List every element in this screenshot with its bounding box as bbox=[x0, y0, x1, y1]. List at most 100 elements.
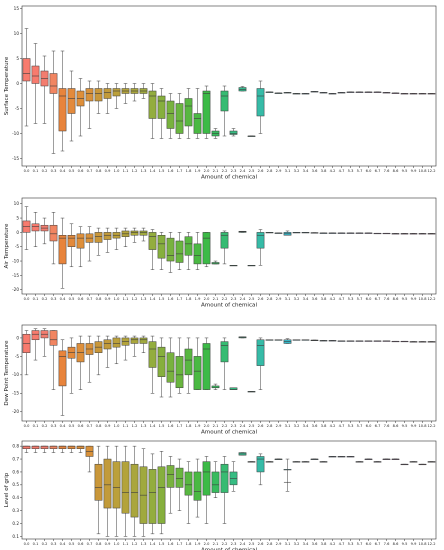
x-tick-label: 5.7 bbox=[357, 424, 363, 428]
plot-frame bbox=[21, 440, 437, 540]
x-tick-label: 5.7 bbox=[357, 297, 363, 301]
x-tick-label: 4.2 bbox=[330, 542, 336, 546]
box-1.7 bbox=[175, 467, 184, 488]
x-tick-label: 0.4 bbox=[60, 542, 66, 546]
x-tick-label: 3.1 bbox=[285, 424, 291, 428]
y-tick-label: 0.5 bbox=[12, 482, 19, 487]
y-tick-label: 0.2 bbox=[12, 521, 19, 526]
x-tick-label: 1.9 bbox=[195, 169, 201, 173]
x-tick-label: 2.8 bbox=[267, 169, 273, 173]
box-0.7 bbox=[85, 88, 94, 102]
x-tick-label: 4.7 bbox=[339, 542, 345, 546]
x-tick-label: 0.2 bbox=[42, 542, 48, 546]
x-tick-label: 0.5 bbox=[69, 424, 75, 428]
x-tick-label: 2.3 bbox=[231, 542, 237, 546]
box-0.1 bbox=[31, 65, 40, 84]
y-tick-label: 10 bbox=[14, 31, 20, 36]
box-1.9 bbox=[193, 471, 202, 501]
x-tick-label: 1.4 bbox=[150, 542, 156, 546]
x-tick-label: 3.4 bbox=[303, 542, 309, 546]
x-tick-label: 1.3 bbox=[141, 169, 147, 173]
x-tick-label: 1.9 bbox=[195, 297, 201, 301]
box-1.6 bbox=[166, 237, 175, 262]
y-tick-label: -20 bbox=[12, 287, 19, 292]
box-2.2 bbox=[220, 341, 229, 363]
y-tick-label: 0.6 bbox=[12, 469, 19, 474]
x-tick-label: 0.6 bbox=[78, 169, 84, 173]
plot-frame bbox=[21, 197, 437, 295]
x-tick-label: 6.7 bbox=[375, 297, 381, 301]
x-tick-label: 1.9 bbox=[195, 424, 201, 428]
x-tick-label: 1.2 bbox=[132, 297, 138, 301]
x-tick-label: 1.7 bbox=[177, 297, 183, 301]
x-tick-label: 7.6 bbox=[384, 424, 390, 428]
x-tick-label: 4.7 bbox=[339, 297, 345, 301]
y-axis-label: Level of grip bbox=[4, 472, 10, 507]
y-tick-label: -5 bbox=[15, 354, 20, 359]
x-tick-label: 1.2 bbox=[132, 542, 138, 546]
x-tick-label: 1.1 bbox=[123, 169, 129, 173]
x-tick-label: 2.8 bbox=[267, 297, 273, 301]
x-tick-label: 1.5 bbox=[159, 424, 165, 428]
x-tick-label: 6.7 bbox=[375, 424, 381, 428]
x-tick-label: 10.8 bbox=[418, 424, 427, 428]
x-tick-label: 0.8 bbox=[96, 424, 102, 428]
x-tick-label: 8.6 bbox=[393, 424, 399, 428]
x-tick-label: 3.4 bbox=[303, 169, 309, 173]
x-tick-label: 1.4 bbox=[150, 169, 156, 173]
x-tick-label: 1.6 bbox=[168, 297, 174, 301]
x-tick-label: 2.5 bbox=[249, 424, 255, 428]
x-tick-label: 2.0 bbox=[204, 542, 210, 546]
x-tick-label: 0.0 bbox=[24, 542, 30, 546]
y-tick-label: 15 bbox=[14, 6, 20, 11]
x-tick-label: 4.2 bbox=[330, 424, 336, 428]
box-2.2 bbox=[220, 463, 229, 493]
box-2.0 bbox=[202, 90, 211, 134]
box-1.7 bbox=[175, 240, 184, 263]
x-tick-label: 1.5 bbox=[159, 297, 165, 301]
box-0.1 bbox=[31, 445, 40, 449]
chart-panel-2: 0 -5 -10 -15 -20 0.0 0.1 0.2 0.3 0.4 0.5 0.6 0.7 0.8 0… bbox=[4, 324, 437, 436]
box-0.1 bbox=[31, 330, 40, 341]
x-tick-label: 5.7 bbox=[357, 542, 363, 546]
box-0.4 bbox=[58, 445, 67, 449]
y-tick-label: -10 bbox=[12, 258, 19, 263]
x-tick-label: 7.6 bbox=[384, 169, 390, 173]
x-tick-label: 3.2 bbox=[294, 169, 300, 173]
x-tick-label: 10.8 bbox=[418, 169, 427, 173]
y-tick-label: 0.8 bbox=[12, 444, 19, 449]
x-tick-label: 10.8 bbox=[418, 542, 427, 546]
y-tick-label: -15 bbox=[12, 273, 19, 278]
x-tick-label: 2.2 bbox=[222, 297, 228, 301]
box-0.3 bbox=[49, 445, 58, 449]
y-tick-label: 0 bbox=[16, 230, 19, 235]
y-tick-label: -15 bbox=[12, 391, 19, 396]
x-tick-label: 0.5 bbox=[69, 169, 75, 173]
box-0.8 bbox=[94, 232, 103, 243]
box-2.0 bbox=[202, 461, 211, 496]
x-tick-label: 2.2 bbox=[222, 169, 228, 173]
x-tick-label: 1.6 bbox=[168, 169, 174, 173]
x-tick-label: 2.9 bbox=[276, 542, 282, 546]
box-1.0 bbox=[112, 88, 121, 97]
x-tick-label: 0.6 bbox=[78, 542, 84, 546]
x-tick-label: 1.3 bbox=[141, 424, 147, 428]
x-tick-label: 12.2 bbox=[427, 297, 435, 301]
box-1.4 bbox=[148, 90, 157, 119]
box-1.3 bbox=[139, 337, 148, 344]
x-tick-label: 1.1 bbox=[123, 297, 129, 301]
y-tick-label: 5 bbox=[16, 56, 19, 61]
box-1.0 bbox=[112, 337, 121, 348]
box-1.9 bbox=[193, 243, 202, 265]
x-tick-label: 2.9 bbox=[276, 297, 282, 301]
x-tick-label: 6.0 bbox=[366, 169, 372, 173]
x-tick-label: 3.6 bbox=[312, 297, 318, 301]
x-tick-label: 2.9 bbox=[276, 424, 282, 428]
x-tick-label: 5.3 bbox=[348, 424, 354, 428]
x-tick-label: 1.4 bbox=[150, 424, 156, 428]
x-tick-label: 3.8 bbox=[321, 297, 327, 301]
x-tick-label: 0.4 bbox=[60, 424, 66, 428]
x-tick-label: 0.5 bbox=[69, 297, 75, 301]
x-tick-label: 2.6 bbox=[258, 542, 264, 546]
